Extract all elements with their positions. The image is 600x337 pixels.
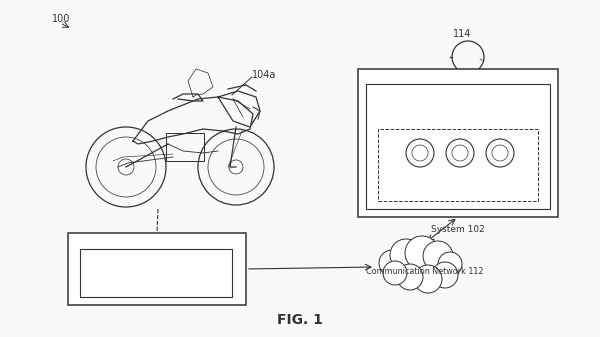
Circle shape xyxy=(379,250,405,276)
Circle shape xyxy=(397,264,423,290)
Circle shape xyxy=(383,261,407,285)
Text: Brain-Machine Interface 106: Brain-Machine Interface 106 xyxy=(404,91,512,100)
Circle shape xyxy=(423,241,453,271)
Text: 110: 110 xyxy=(149,276,163,284)
Circle shape xyxy=(438,252,462,276)
FancyBboxPatch shape xyxy=(378,129,538,201)
Circle shape xyxy=(432,262,458,288)
Circle shape xyxy=(390,239,422,271)
Text: FIG. 1: FIG. 1 xyxy=(277,313,323,327)
Circle shape xyxy=(405,236,439,270)
Text: System 102: System 102 xyxy=(431,225,485,234)
Text: Plurality of Electrodes 108: Plurality of Electrodes 108 xyxy=(407,123,508,132)
FancyBboxPatch shape xyxy=(366,84,550,209)
FancyBboxPatch shape xyxy=(80,249,232,297)
Circle shape xyxy=(423,241,453,271)
Circle shape xyxy=(397,264,423,290)
Circle shape xyxy=(432,262,458,288)
Circle shape xyxy=(414,265,442,293)
Text: 114: 114 xyxy=(453,29,471,39)
FancyBboxPatch shape xyxy=(68,233,246,305)
Circle shape xyxy=(405,236,439,270)
Circle shape xyxy=(390,239,422,271)
Text: 100: 100 xyxy=(52,14,70,24)
Text: One or More Components: One or More Components xyxy=(104,264,208,273)
FancyBboxPatch shape xyxy=(358,69,558,217)
Text: 104a: 104a xyxy=(252,70,277,80)
Text: Vehicle 104: Vehicle 104 xyxy=(133,240,181,249)
Circle shape xyxy=(379,250,405,276)
Circle shape xyxy=(438,252,462,276)
Text: Communication Network 112: Communication Network 112 xyxy=(366,267,484,276)
Circle shape xyxy=(414,265,442,293)
Circle shape xyxy=(383,261,407,285)
